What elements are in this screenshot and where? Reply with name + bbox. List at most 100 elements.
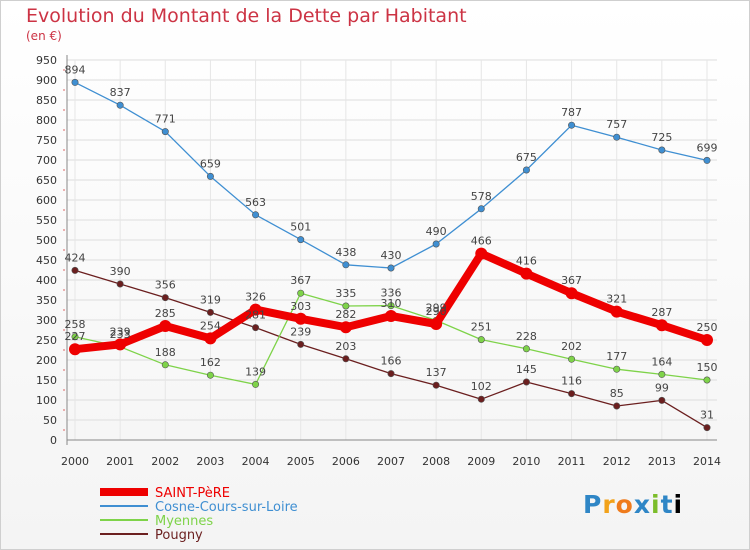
data-point <box>161 361 169 369</box>
data-label: 837 <box>110 86 131 99</box>
data-point <box>658 146 666 154</box>
data-label: 145 <box>516 363 537 376</box>
data-point <box>71 266 79 274</box>
data-label: 254 <box>200 319 221 332</box>
x-tick-label: 2006 <box>332 455 360 468</box>
data-point <box>116 101 124 109</box>
data-point <box>206 172 214 180</box>
data-label: 578 <box>471 190 492 203</box>
x-tick-label: 2008 <box>422 455 450 468</box>
data-label: 490 <box>426 225 447 238</box>
data-label: 258 <box>65 318 86 331</box>
data-label: 299 <box>426 301 447 314</box>
data-label: 281 <box>245 309 266 322</box>
x-tick-label: 2003 <box>196 455 224 468</box>
y-tick-label: 800 <box>36 114 57 127</box>
data-point <box>387 264 395 272</box>
data-point <box>658 396 666 404</box>
data-point <box>159 320 172 332</box>
data-label: 287 <box>651 306 672 319</box>
data-label: 166 <box>381 355 402 368</box>
data-label: 250 <box>697 321 718 334</box>
legend-label: Cosne-Cours-sur-Loire <box>155 500 298 515</box>
data-label: 228 <box>516 330 537 343</box>
y-tick-label: 700 <box>36 154 57 167</box>
data-point <box>385 310 397 322</box>
data-point <box>342 355 350 363</box>
data-label: 336 <box>381 287 402 300</box>
y-tick-label: 550 <box>36 214 57 227</box>
chart-series <box>69 78 713 432</box>
data-point <box>522 378 530 386</box>
y-tick-label: 300 <box>36 314 57 327</box>
y-tick-label: 650 <box>36 174 57 187</box>
data-point <box>477 205 485 213</box>
data-label: 290 <box>426 305 447 318</box>
data-point <box>71 333 79 341</box>
data-point <box>252 380 260 388</box>
data-label: 31 <box>700 409 714 422</box>
data-point <box>613 133 621 141</box>
data-point <box>658 370 666 378</box>
y-tick-label: 900 <box>36 74 57 87</box>
chart-subtitle: (en €) <box>26 29 62 43</box>
data-point <box>297 340 305 348</box>
data-point <box>206 308 214 316</box>
x-tick-label: 2005 <box>287 455 315 468</box>
y-tick-label: 350 <box>36 294 57 307</box>
data-point <box>522 345 530 353</box>
x-tick-label: 2010 <box>512 455 540 468</box>
y-tick-label: 600 <box>36 194 57 207</box>
data-point <box>339 321 352 334</box>
data-label: 116 <box>561 375 582 388</box>
data-label: 367 <box>561 274 582 287</box>
data-label: 150 <box>697 361 718 374</box>
data-label: 164 <box>651 355 672 368</box>
data-label: 321 <box>606 293 627 306</box>
data-point <box>703 156 711 164</box>
data-label: 356 <box>155 279 176 292</box>
data-label: 367 <box>290 274 311 287</box>
x-tick-label: 2011 <box>558 455 586 468</box>
y-tick-label: 500 <box>36 234 57 247</box>
data-point <box>387 302 395 310</box>
x-tick-label: 2013 <box>648 455 676 468</box>
data-label: 894 <box>65 63 86 76</box>
data-label: 227 <box>65 330 86 343</box>
data-label: 319 <box>200 293 221 306</box>
data-point <box>655 319 668 332</box>
data-point <box>116 280 124 288</box>
data-label: 239 <box>110 325 131 338</box>
data-label: 137 <box>426 366 447 379</box>
data-point <box>297 236 305 244</box>
data-point <box>610 305 623 318</box>
data-label: 282 <box>335 308 356 321</box>
legend-label: Pougny <box>155 528 203 543</box>
data-label: 390 <box>110 265 131 278</box>
data-point <box>206 371 214 379</box>
data-point <box>477 336 485 344</box>
x-tick-label: 2002 <box>151 455 179 468</box>
data-label: 771 <box>155 113 176 126</box>
data-label: 285 <box>155 307 176 320</box>
x-tick-label: 2014 <box>693 455 721 468</box>
data-point <box>430 318 443 330</box>
brand-logo: Proxiti <box>583 490 684 519</box>
data-point <box>342 302 350 310</box>
data-label: 335 <box>335 287 356 300</box>
data-point <box>387 370 395 378</box>
data-label: 202 <box>561 340 582 353</box>
x-tick-label: 2007 <box>377 455 405 468</box>
y-tick-label: 250 <box>36 334 57 347</box>
data-label: 310 <box>381 297 402 310</box>
data-label: 424 <box>65 251 86 264</box>
data-label: 303 <box>290 300 311 313</box>
y-tick-label: 200 <box>36 354 57 367</box>
data-point <box>249 303 262 316</box>
data-point <box>252 324 260 332</box>
data-point <box>432 240 440 248</box>
data-point <box>252 211 260 219</box>
y-tick-label: 950 <box>36 54 57 67</box>
data-point <box>568 355 576 363</box>
